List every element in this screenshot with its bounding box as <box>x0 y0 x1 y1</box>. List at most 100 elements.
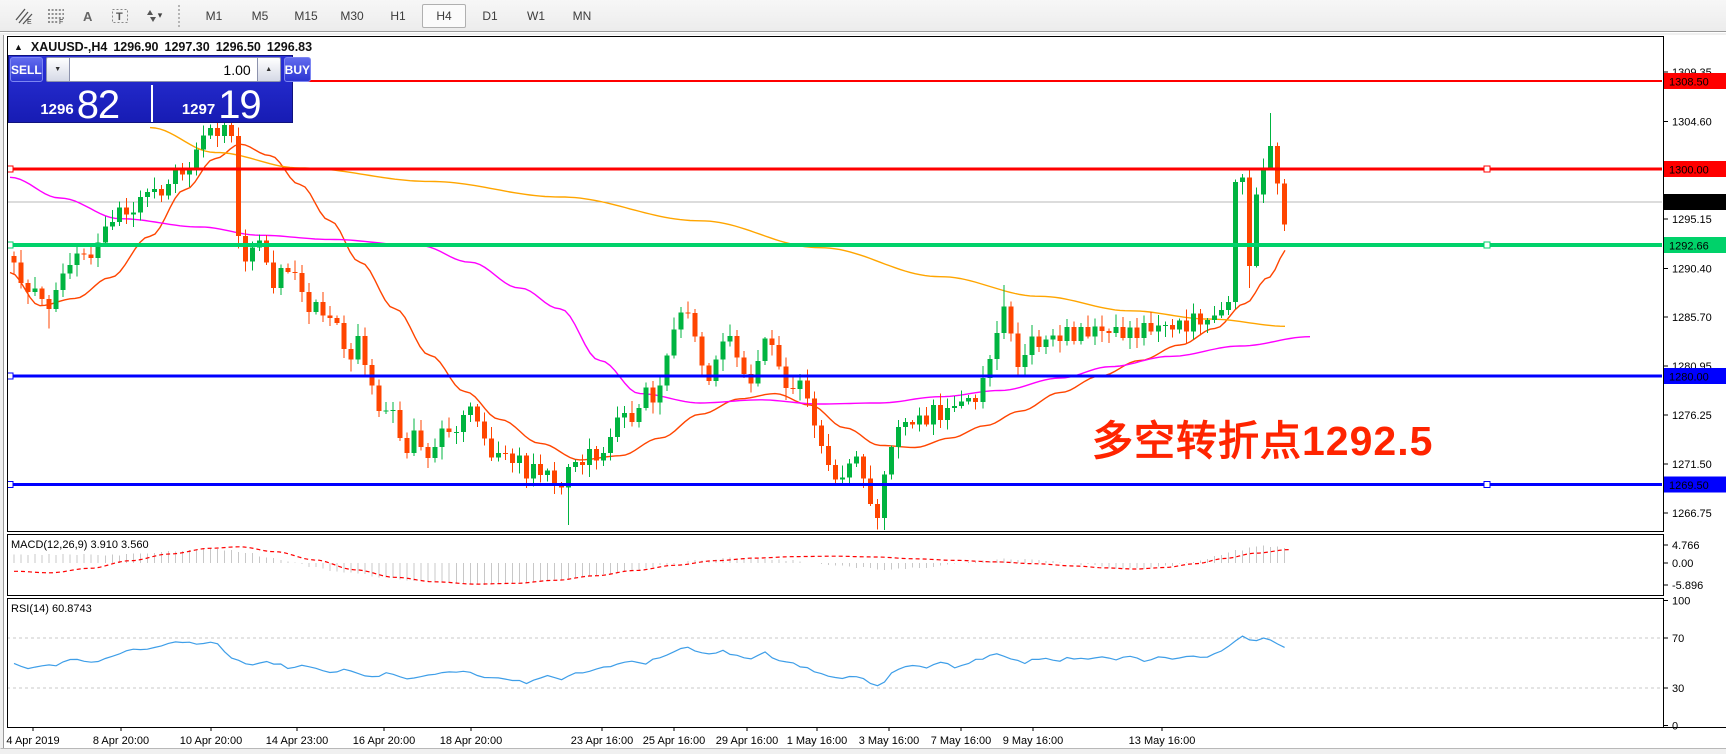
svg-text:T: T <box>116 11 123 23</box>
hline-anchor-left-1292.66[interactable] <box>7 241 14 249</box>
candle-body <box>924 415 930 425</box>
fibonacci-button[interactable]: F <box>40 3 72 29</box>
time-axis-label[interactable]: 8 Apr 20:00 <box>93 735 149 747</box>
candle-body <box>397 409 403 438</box>
equidistant-channel-button[interactable]: E <box>8 3 40 29</box>
candle-body <box>467 406 473 415</box>
volume-increase-icon[interactable]: ▲ <box>256 57 281 82</box>
candle-body <box>566 467 572 488</box>
hline-anchor-right-1292.66[interactable] <box>1483 241 1491 249</box>
hline-anchor-left-1300.00[interactable] <box>7 165 14 173</box>
candle-body <box>425 446 431 459</box>
candle-body <box>846 463 852 478</box>
candle-body <box>229 124 235 137</box>
candle-body <box>692 312 698 337</box>
candle-body <box>987 358 993 378</box>
candle-body <box>39 288 45 300</box>
candle-body <box>151 188 157 193</box>
candle-body <box>643 387 649 409</box>
timeframe-h4-button[interactable]: H4 <box>422 3 466 28</box>
timeframe-m1-button[interactable]: M1 <box>205 8 223 23</box>
candle-body <box>208 127 214 136</box>
chart-window-background <box>4 35 1726 748</box>
candle-body <box>580 462 586 466</box>
time-axis-label[interactable]: 23 Apr 16:00 <box>571 735 633 747</box>
time-axis-label[interactable]: 14 Apr 23:00 <box>266 735 328 747</box>
level-1280.00-badge <box>1664 368 1726 385</box>
text-tool-button[interactable]: T <box>104 3 136 29</box>
candle-body <box>860 456 866 479</box>
candle-body <box>1078 327 1084 341</box>
candle-body <box>25 283 31 292</box>
candle-body <box>187 167 192 175</box>
candle-body <box>587 448 593 466</box>
level-1308.50-badge-label: 1308.50 <box>1669 77 1709 89</box>
candle-body <box>671 329 677 356</box>
timeframe-m5-button[interactable]: M5 <box>251 8 269 23</box>
candle-body <box>1113 327 1119 333</box>
candle-body <box>741 357 747 375</box>
volume-input[interactable] <box>69 57 257 82</box>
timeframe-w1-button[interactable]: W1 <box>527 8 545 23</box>
candle-body <box>172 169 178 185</box>
buy-price-major: 1297 <box>181 101 216 118</box>
candle-body <box>271 262 277 288</box>
candle-body <box>18 262 24 284</box>
time-axis-label[interactable]: 4 Apr 2019 <box>6 735 59 747</box>
macd-indicator-label: MACD(12,26,9) 3.910 3.560 <box>11 539 149 551</box>
candle-body <box>1029 336 1035 355</box>
chart-header: ▲ XAUUSD-,H4 1296.90 1297.30 1296.50 129… <box>14 40 312 54</box>
volume-decrease-icon[interactable]: ▼ <box>45 57 70 82</box>
candle-body <box>1197 313 1203 325</box>
level-1269.50-badge-label: 1269.50 <box>1669 480 1709 492</box>
candle-body <box>832 464 838 480</box>
candle-body <box>1155 325 1161 332</box>
candle-body <box>1183 320 1189 332</box>
time-axis-label[interactable]: 25 Apr 16:00 <box>643 735 705 747</box>
candle-body <box>74 253 80 266</box>
candle-body <box>1162 324 1168 326</box>
time-axis-label[interactable]: 16 Apr 20:00 <box>353 735 415 747</box>
hline-anchor-left-1280.00[interactable] <box>7 372 14 380</box>
hline-anchor-right-1300.00[interactable] <box>1483 165 1491 173</box>
rsi-scale-label: 100 <box>1672 596 1690 608</box>
time-axis-label[interactable]: 13 May 16:00 <box>1129 735 1196 747</box>
candle-body <box>1232 182 1238 303</box>
buy-price-button[interactable]: 1297 19 <box>151 83 293 125</box>
time-axis-label[interactable]: 18 Apr 20:00 <box>440 735 502 747</box>
candle-body <box>762 338 768 362</box>
timeframe-d1-button[interactable]: D1 <box>482 8 498 23</box>
candle-body <box>1148 323 1154 332</box>
hline-anchor-right-1269.50[interactable] <box>1483 481 1491 489</box>
candle-body <box>804 380 810 399</box>
sell-price-major: 1296 <box>40 101 74 118</box>
time-axis-label[interactable]: 10 Apr 20:00 <box>180 735 242 747</box>
timeframe-h1-button[interactable]: H1 <box>390 8 406 23</box>
hline-anchor-left-1269.50[interactable] <box>7 481 14 489</box>
buy-button[interactable]: BUY <box>283 57 312 82</box>
time-axis-label[interactable]: 7 May 16:00 <box>931 735 992 747</box>
equidistant-channel-icon: E <box>15 8 33 25</box>
timeframe-m15-button[interactable]: M15 <box>294 8 318 23</box>
sell-button[interactable]: SELL <box>10 57 43 82</box>
text-label-button[interactable]: A <box>72 3 104 29</box>
candle-body <box>439 428 445 448</box>
arrows-button[interactable]: ▾ <box>136 3 168 29</box>
time-axis-label[interactable]: 29 Apr 16:00 <box>716 735 778 747</box>
timeframe-m30-button[interactable]: M30 <box>340 8 364 23</box>
dropdown-caret-icon: ▾ <box>157 10 163 20</box>
y-axis-label: 1276.25 <box>1672 410 1712 422</box>
time-axis-label[interactable]: 9 May 16:00 <box>1003 735 1064 747</box>
sell-price-button[interactable]: 1296 82 <box>9 83 151 125</box>
time-axis-label[interactable]: 1 May 16:00 <box>787 735 848 747</box>
collapse-panel-icon[interactable]: ▲ <box>14 42 23 52</box>
time-axis-label[interactable]: 3 May 16:00 <box>859 735 920 747</box>
timeframe-mn-button[interactable]: MN <box>572 8 592 23</box>
candle-body <box>959 401 965 407</box>
macd-signal-line <box>14 546 1290 585</box>
candle-body <box>460 414 466 432</box>
candle-body <box>299 272 305 293</box>
candle-body <box>776 345 782 367</box>
candle-body <box>334 317 340 324</box>
candle-body <box>390 409 396 411</box>
